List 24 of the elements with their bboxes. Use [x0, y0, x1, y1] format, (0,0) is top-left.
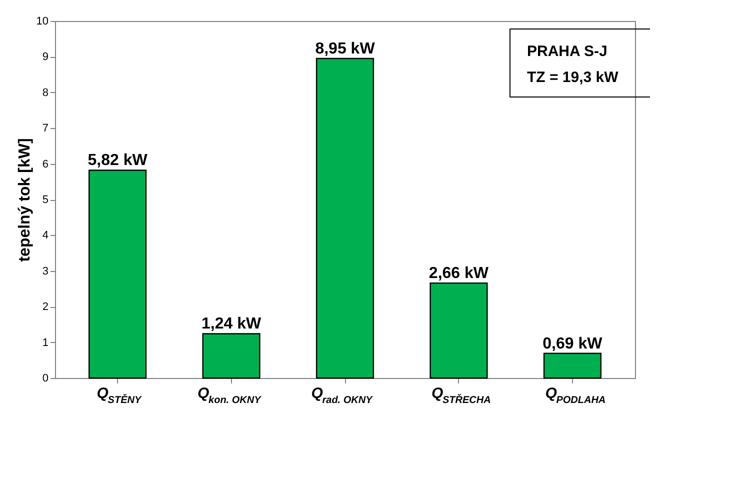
y-tick-label: 9: [42, 51, 48, 64]
y-tick-label: 3: [42, 265, 48, 278]
data-label: 1,24 kW: [201, 316, 262, 333]
y-tick-label: 5: [42, 194, 48, 206]
bar: [88, 170, 147, 379]
y-tick-label: 0: [42, 372, 48, 384]
bar: [202, 333, 260, 379]
bar: [316, 58, 374, 379]
data-label: 8,95 kW: [315, 40, 376, 58]
y-tick-label: 1: [42, 336, 48, 349]
bar: [543, 352, 602, 379]
y-tick-label: 4: [42, 230, 48, 242]
annotation: TZ = 19,3 kW: [527, 69, 620, 86]
data-label: 0,69 kW: [542, 335, 604, 352]
y-tick-label: 7: [42, 122, 48, 135]
y-tick-label: 8: [42, 86, 48, 99]
y-tick-label: 2: [42, 301, 48, 314]
y-tick-label: 6: [42, 158, 48, 170]
y-tick-label: 10: [36, 16, 48, 28]
data-label: 5,82 kW: [88, 152, 148, 170]
y-axis-title: tepelný tok [kW]: [16, 138, 34, 262]
data-label: 2,66 kW: [428, 265, 490, 282]
annotation: PRAHA S-J: [527, 43, 608, 60]
bar: [430, 282, 488, 379]
